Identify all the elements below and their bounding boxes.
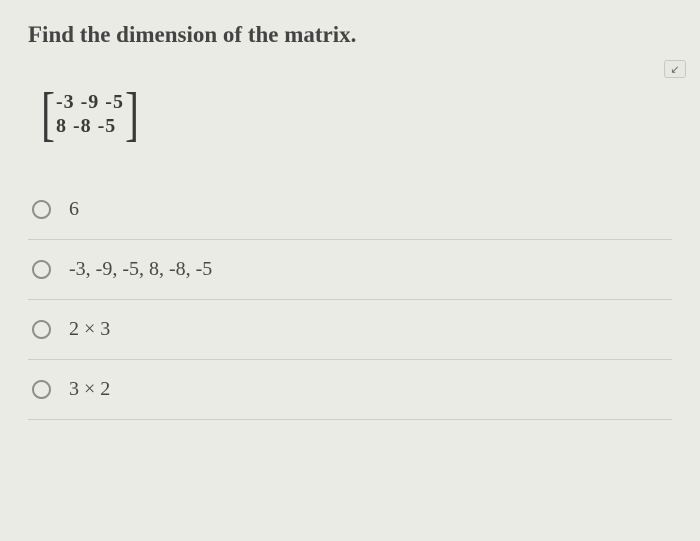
collapse-button[interactable]: ↙ — [664, 60, 686, 78]
radio-icon[interactable] — [32, 260, 51, 279]
matrix-rows: -3 -9 -5 8 -8 -5 — [54, 88, 126, 140]
option-label: 6 — [69, 198, 79, 221]
option-label: -3, -9, -5, 8, -8, -5 — [69, 258, 212, 281]
option-label: 3 × 2 — [69, 378, 110, 401]
matrix-row-0: -3 -9 -5 — [56, 90, 124, 114]
option-3[interactable]: 3 × 2 — [28, 360, 672, 420]
option-1[interactable]: -3, -9, -5, 8, -8, -5 — [28, 240, 672, 300]
option-0[interactable]: 6 — [28, 180, 672, 240]
radio-icon[interactable] — [32, 380, 51, 399]
question-text: Find the dimension of the matrix. — [28, 22, 672, 48]
radio-icon[interactable] — [32, 320, 51, 339]
radio-icon[interactable] — [32, 200, 51, 219]
matrix-row-1: 8 -8 -5 — [56, 114, 124, 138]
collapse-icon: ↙ — [670, 63, 679, 76]
bracket-left: [ — [41, 89, 55, 139]
matrix-display: [ -3 -9 -5 8 -8 -5 ] — [38, 88, 672, 140]
bracket-right: ] — [125, 89, 139, 139]
option-2[interactable]: 2 × 3 — [28, 300, 672, 360]
option-label: 2 × 3 — [69, 318, 110, 341]
options-list: 6 -3, -9, -5, 8, -8, -5 2 × 3 3 × 2 — [28, 180, 672, 420]
